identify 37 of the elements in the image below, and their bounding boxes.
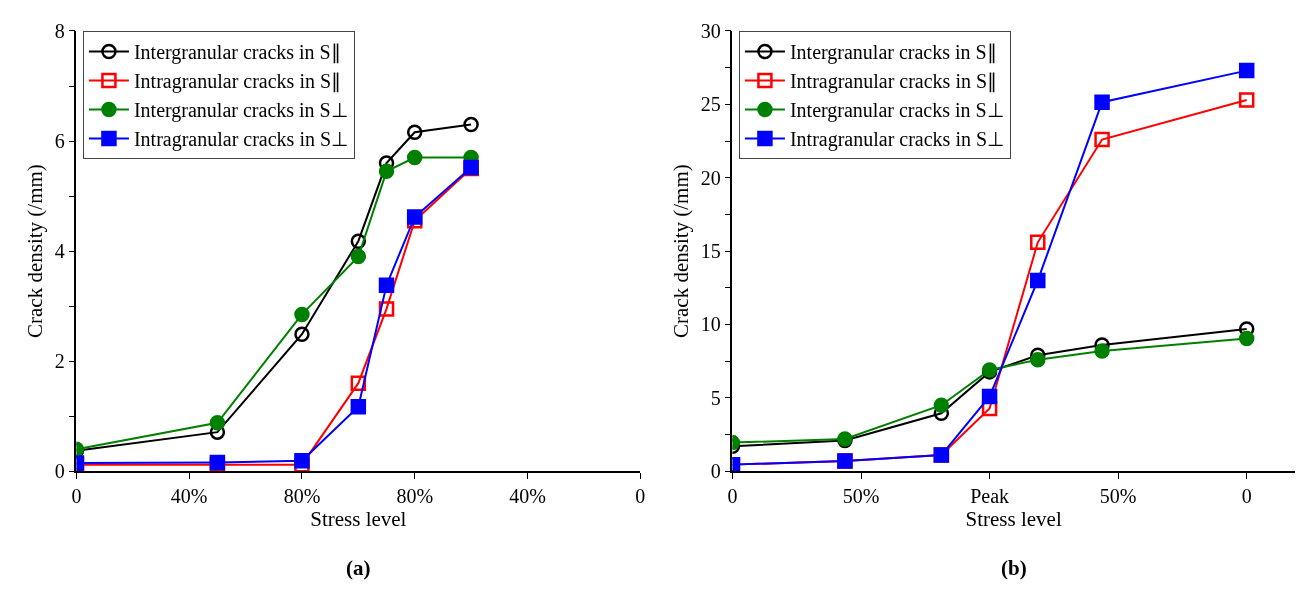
y-tick-label: 2 [54,350,65,373]
legend-label: Intergranular cracks in S⊥ [789,99,1004,123]
x-tick-label: 40% [170,484,208,507]
x-tick-label: 50% [842,484,880,507]
x-tick-label: 40% [509,484,546,507]
y-tick-label: 30 [700,19,721,42]
y-tick-label: 15 [700,240,721,263]
y-tick-label: 20 [700,166,721,189]
x-tick-label: 80% [283,484,321,507]
x-tick-label: 80% [396,484,434,507]
y-tick-label: 10 [700,313,721,336]
x-tick-label: 0 [727,484,738,507]
y-tick-label: 0 [54,460,65,483]
y-tick-label: 25 [700,93,721,116]
legend-label: Intragranular cracks in S∥ [789,70,998,94]
y-axis-title: Crack density (/mm) [669,164,694,338]
y-tick-label: 6 [54,130,65,153]
y-tick-label: 8 [54,19,65,42]
legend-label: Intragranular cracks in S⊥ [133,128,349,152]
x-tick-label: 0 [1241,484,1252,507]
legend-label: Intergranular cracks in S∥ [133,41,341,65]
x-axis-title: Stress level [310,506,407,531]
x-tick-label: 50% [1099,484,1137,507]
text: (a) [346,556,371,580]
x-tick-label: 0 [635,484,646,507]
y-tick-label: 4 [54,240,65,263]
y-tick-label: 5 [710,386,721,409]
x-tick-label: Peak [970,484,1010,507]
legend-label: Intergranular cracks in S⊥ [133,99,348,123]
legend-label: Intergranular cracks in S∥ [789,41,997,65]
y-axis-title: Crack density (/mm) [23,164,48,338]
x-tick-label: 0 [71,484,82,507]
legend-label: Intragranular cracks in S∥ [133,70,342,94]
y-tick-label: 0 [710,460,721,483]
x-axis-title: Stress level [965,506,1062,531]
text: (b) [1001,556,1027,580]
legend-label: Intragranular cracks in S⊥ [789,128,1005,152]
